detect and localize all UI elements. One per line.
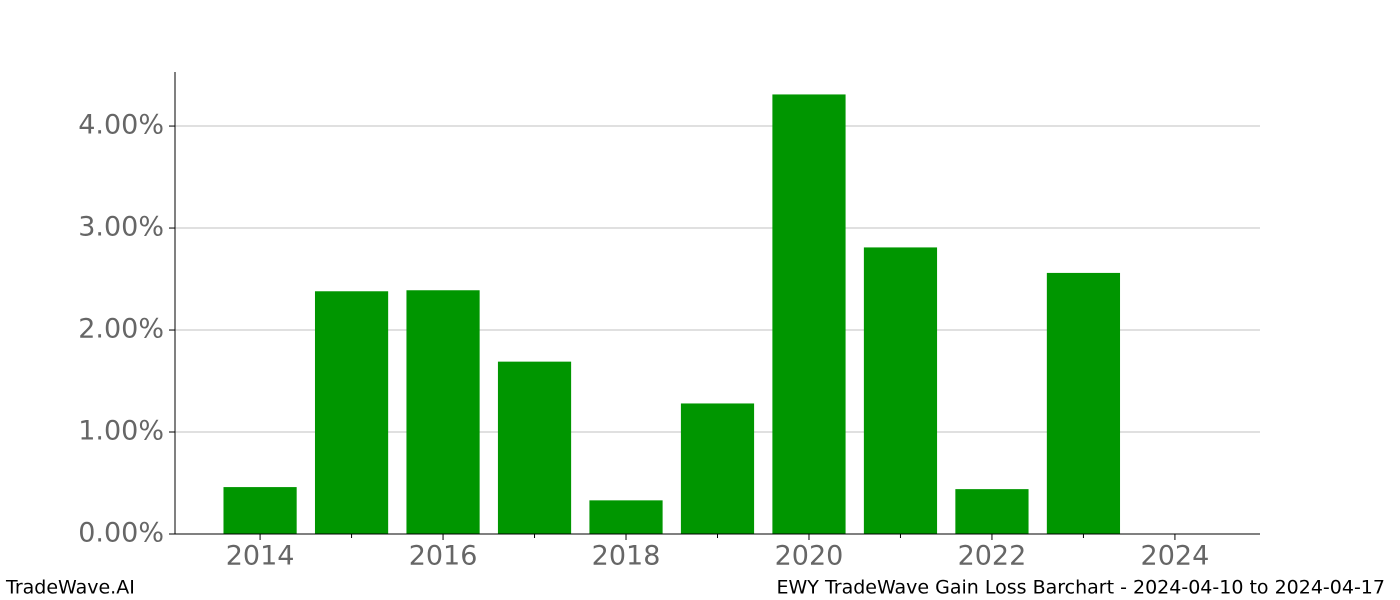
- x-tick-label: 2022: [958, 541, 1027, 572]
- x-tick-label: 2014: [226, 541, 295, 572]
- y-tick-label: 3.00%: [78, 212, 164, 243]
- bar: [589, 500, 663, 534]
- y-tick-label: 2.00%: [78, 314, 164, 345]
- bar: [314, 291, 389, 534]
- bar: [863, 247, 938, 534]
- bar: [955, 489, 1029, 534]
- bar: [223, 487, 297, 534]
- bar: [497, 361, 572, 534]
- bar: [1046, 272, 1121, 534]
- x-tick-label: 2020: [775, 541, 844, 572]
- bar: [772, 94, 846, 535]
- y-tick-label: 0.00%: [78, 518, 164, 549]
- bar: [406, 290, 480, 534]
- x-tick-label: 2016: [409, 541, 478, 572]
- footer-right: EWY TradeWave Gain Loss Barchart - 2024-…: [777, 577, 1385, 599]
- x-tick-label: 2024: [1141, 541, 1210, 572]
- y-tick-label: 1.00%: [78, 416, 164, 447]
- bar: [680, 403, 755, 534]
- x-tick-label: 2018: [592, 541, 661, 572]
- y-tick-label: 4.00%: [78, 110, 164, 141]
- footer-left: TradeWave.AI: [5, 577, 135, 599]
